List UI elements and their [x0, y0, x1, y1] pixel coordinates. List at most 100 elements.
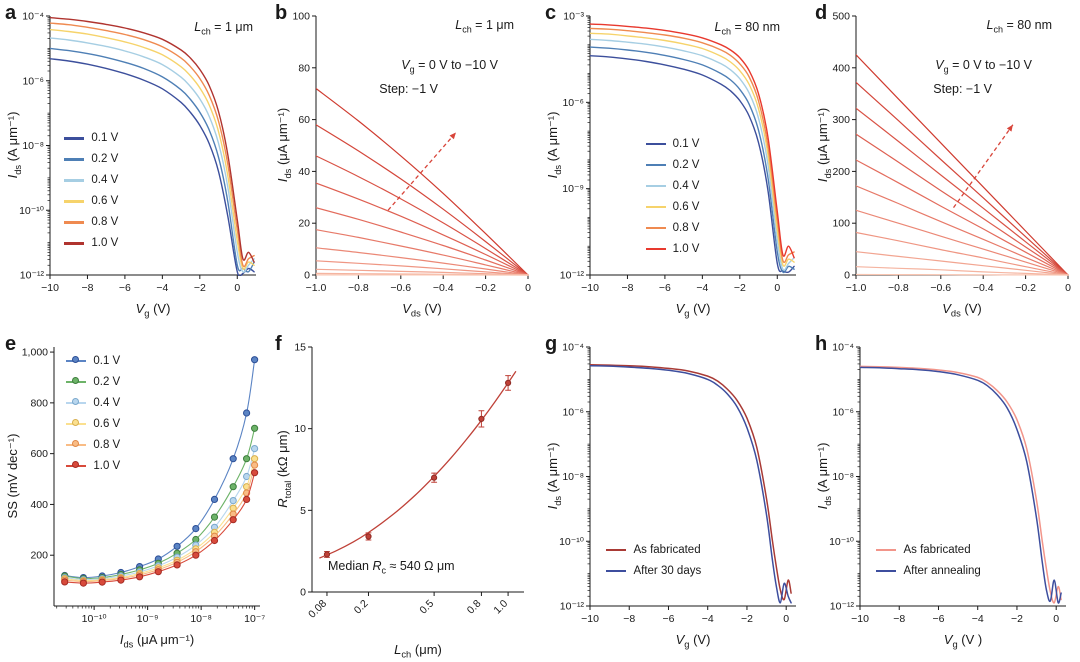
series-line [856, 251, 1069, 276]
panel-b: b −1.0 −0.8 −0.6 −0.4 −0.2 0 0 20 40 60 80 100 Ids … [270, 0, 540, 331]
series-line [316, 207, 529, 276]
y-tick-label: 10⁻¹⁰ [559, 536, 584, 548]
axis-ticks: 0.08 0.2 0.5 0.8 1.0 0 5 10 15 [294, 342, 510, 621]
data-point [192, 551, 200, 559]
y-axis-label: Ids (μA μm⁻¹) [815, 107, 833, 183]
series-line [856, 185, 1069, 276]
panel-letter-h: h [815, 333, 828, 355]
y-tick-label: 10⁻⁴ [832, 342, 854, 354]
legend-item: 0.4 V [66, 394, 120, 411]
y-tick-label: 10⁻⁶ [832, 406, 854, 418]
series-line [50, 28, 255, 270]
legend-item: After annealing [876, 562, 981, 579]
x-tick-label: 0.5 [417, 598, 436, 617]
series-line [590, 365, 792, 604]
y-tick-label: 0 [304, 270, 310, 282]
y-axis-label: Ids (A μm⁻¹) [5, 111, 23, 179]
x-tick-label: 0 [1053, 613, 1059, 625]
x-tick-label: 10⁻⁹ [137, 613, 159, 625]
data-point [229, 483, 237, 491]
y-axis-label: Ids (A μm⁻¹) [545, 111, 563, 179]
x-tick-label: −0.8 [348, 282, 369, 294]
sweep-arrow-head [449, 132, 456, 140]
legend-swatch [606, 548, 627, 551]
y-tick-label: 0 [844, 270, 850, 282]
x-tick-label: −0.6 [930, 282, 951, 294]
data-point [210, 513, 219, 521]
y-tick-label: 40 [298, 166, 310, 178]
data-point [229, 497, 237, 505]
sweep-arrow [952, 124, 1014, 209]
legend-label: 0.6 V [91, 195, 119, 208]
x-tick-label: −8 [623, 613, 635, 625]
y-tick-label: 10⁻¹⁰ [829, 536, 854, 548]
x-tick-label: −2 [741, 613, 753, 625]
x-tick-label: −0.8 [888, 282, 909, 294]
plot-a: −10 −8 −6 −4 −2 0 10⁻⁴ 10⁻⁶ 10⁻⁸ 10⁻¹⁰ 10⁻¹² [19, 11, 256, 294]
y-tick-label: 400 [30, 499, 48, 511]
panel-f: f 0.08 0.2 0.5 0.8 1.0 0 5 10 15 Rtotal (kΩ μm) … [270, 331, 540, 662]
x-tick-label: −4 [702, 613, 714, 625]
x-tick-label: −6 [662, 613, 674, 625]
y-axis-label: Ids (A μm⁻¹) [815, 442, 833, 510]
data-point [243, 409, 251, 417]
x-tick-label: −8 [81, 282, 93, 294]
plot-b: −1.0 −0.8 −0.6 −0.4 −0.2 0 0 20 40 60 80 100 [292, 11, 531, 295]
data-point [210, 495, 219, 503]
series-line [590, 27, 795, 264]
y-tick-label: 10⁻⁶ [22, 75, 44, 87]
legend-swatch [876, 569, 897, 572]
data-point [192, 525, 200, 533]
x-tick-label: 0 [774, 282, 780, 294]
legend-label: 0.8 V [672, 221, 700, 234]
plot-e: 10⁻¹⁰ 10⁻⁹ 10⁻⁸ 10⁻⁷ 200 400 600 800 1,000 [22, 347, 266, 625]
plot-d: −1.0 −0.8 −0.6 −0.4 −0.2 0 0 100 200 300 400 500 [832, 11, 1071, 295]
legend-swatch [645, 247, 666, 250]
data-point [229, 516, 237, 524]
legend-label: 0.4 V [672, 179, 700, 192]
annotation-step: Step: −1 V [379, 82, 438, 96]
legend-label: 0.2 V [672, 158, 700, 171]
legend-item: 1.0 V [645, 240, 699, 257]
plot-f: 0.08 0.2 0.5 0.8 1.0 0 5 10 15 [294, 342, 524, 621]
x-tick-label: −8 [621, 282, 633, 294]
x-tick-label: −4 [156, 282, 168, 294]
x-tick-label: −6 [119, 282, 131, 294]
x-tick-label: 0.2 [352, 598, 371, 617]
series-line [856, 273, 1069, 276]
data-point [251, 461, 259, 469]
y-tick-label: 10⁻⁸ [832, 471, 854, 483]
series-line [856, 266, 1069, 276]
legend-item: 0.4 V [64, 172, 118, 189]
series-line [50, 16, 255, 263]
legend-swatch [64, 242, 85, 245]
panel-d: d −1.0 −0.8 −0.6 −0.4 −0.2 0 0 100 200 300 400 500 … [810, 0, 1080, 331]
axis-ticks: −1.0 −0.8 −0.6 −0.4 −0.2 0 0 20 40 60 80 100 [292, 11, 531, 295]
legend-item: 0.1 V [66, 352, 120, 369]
annotation-gate-sweep: Vg = 0 V to −10 V [935, 58, 1032, 75]
data-point [173, 561, 181, 569]
y-axis-label: SS (mV dec⁻¹) [5, 433, 21, 519]
annotation-channel-length: Lch = 80 nm [986, 18, 1052, 35]
legend: As fabricated After annealing [876, 541, 981, 579]
x-tick-label: −4 [972, 613, 984, 625]
legend-item: As fabricated [876, 541, 980, 558]
data-point [251, 356, 259, 364]
legend: As fabricated After 30 days [606, 541, 701, 579]
legend-item: 0.8 V [645, 219, 700, 236]
data-point [251, 445, 259, 453]
series-line [50, 22, 255, 268]
annotation-step: Step: −1 V [933, 82, 992, 96]
legend-item: 0.6 V [66, 415, 120, 432]
legend-swatch [645, 184, 666, 187]
y-tick-label: 100 [832, 218, 850, 230]
data-point [365, 533, 372, 540]
x-tick-label: 0 [1065, 282, 1071, 294]
x-tick-label: −1.0 [846, 282, 867, 294]
x-tick-label: −1.0 [306, 282, 327, 294]
legend-label: After 30 days [633, 564, 702, 577]
x-tick-label: −8 [893, 613, 905, 625]
series-line [319, 371, 517, 559]
panel-g: g −10 −8 −6 −4 −2 0 10⁻⁴ 10⁻⁶ 10⁻⁸ 10⁻¹⁰ 10⁻¹² Ids… [540, 331, 810, 662]
